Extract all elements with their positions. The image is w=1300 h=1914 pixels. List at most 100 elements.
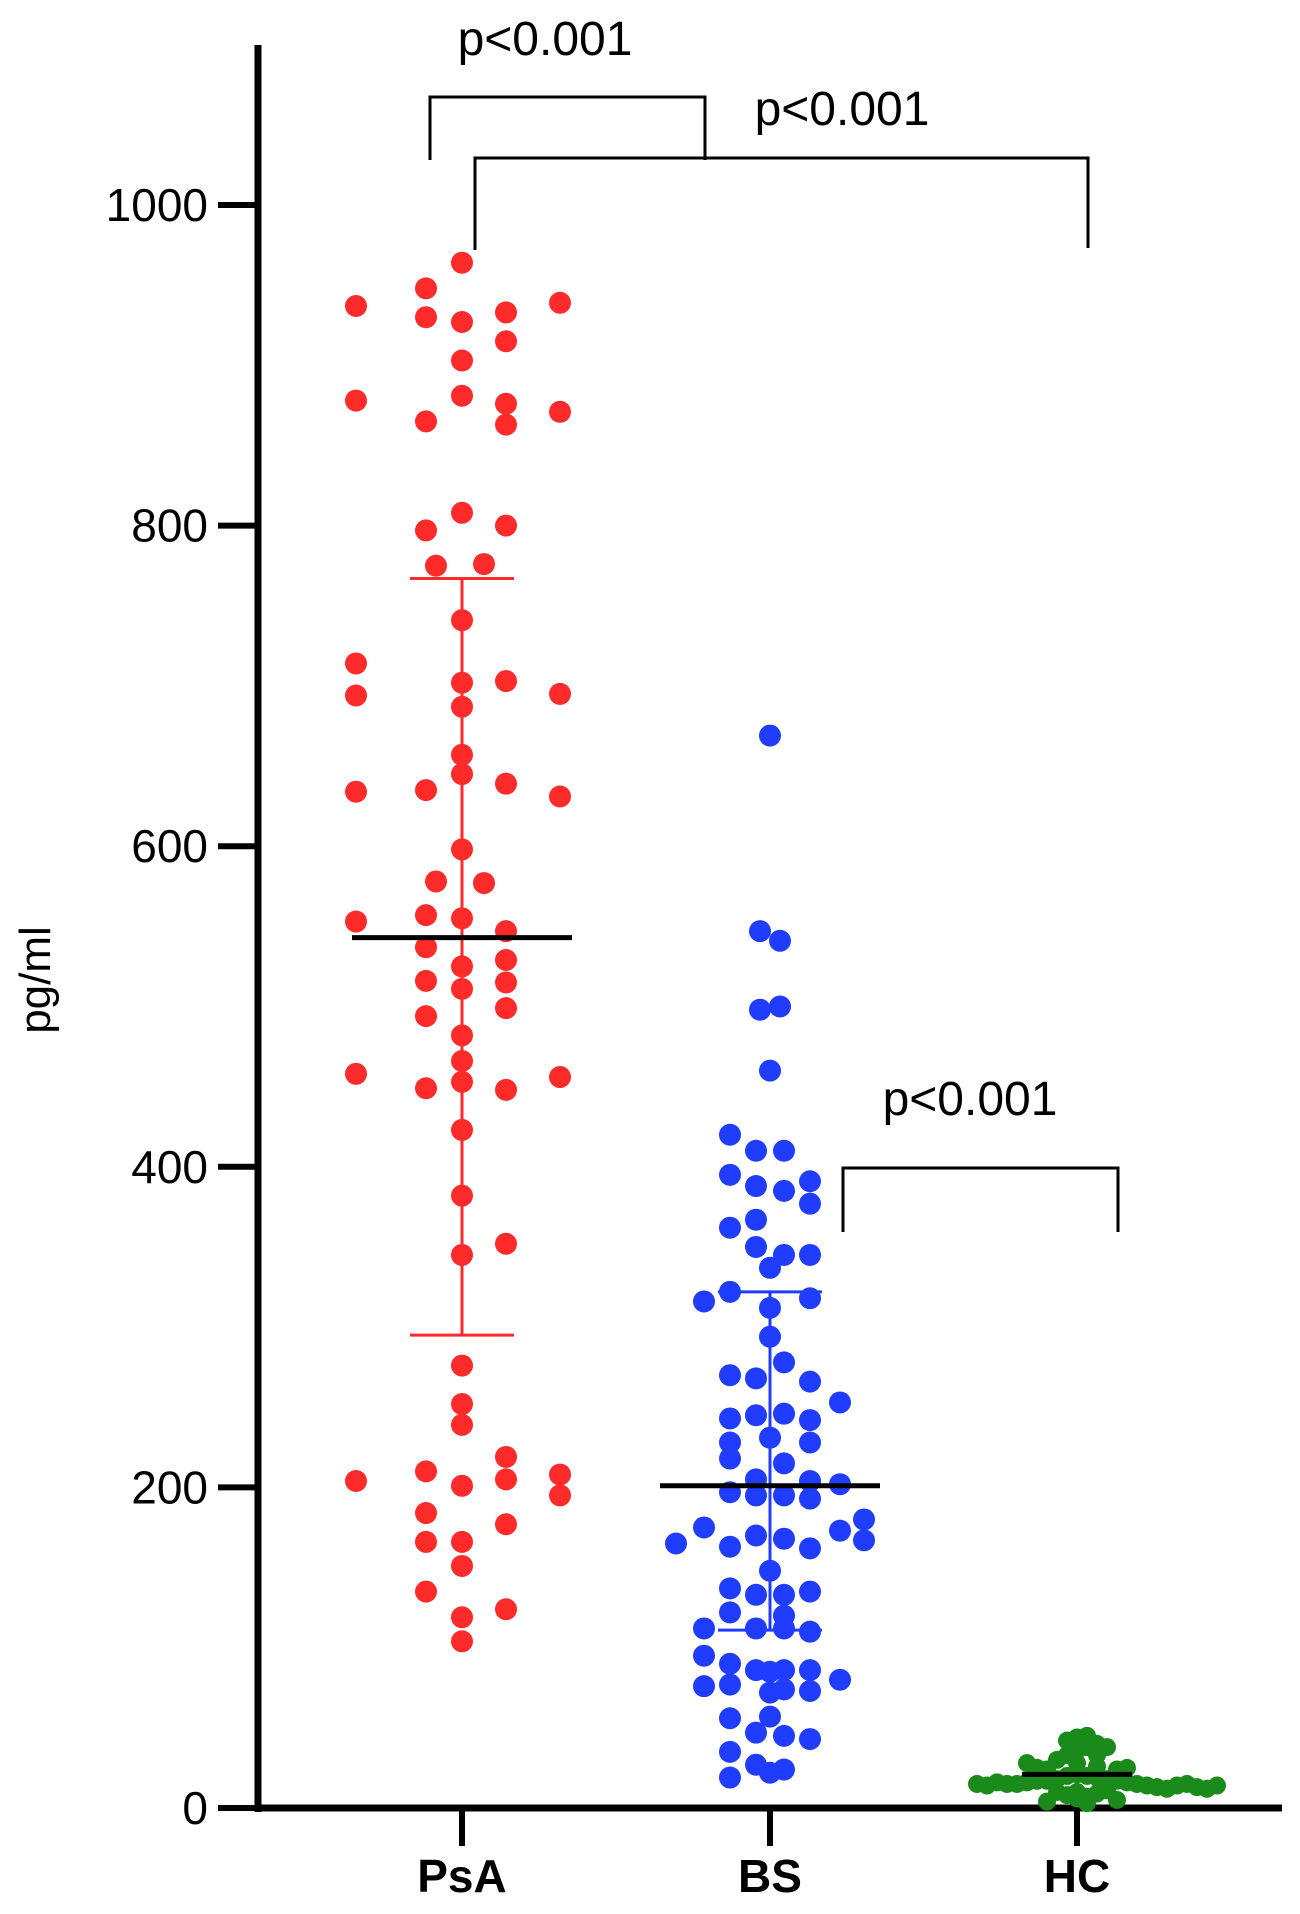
data-point [451, 1530, 473, 1553]
data-point [415, 779, 437, 802]
series-hc [968, 1726, 1226, 1813]
data-point [1208, 1776, 1226, 1795]
data-point [719, 1652, 741, 1675]
data-point [451, 311, 473, 334]
data-point [773, 1139, 795, 1162]
data-point [759, 1059, 781, 1082]
data-point [745, 1484, 767, 1507]
data-point [719, 1364, 741, 1387]
y-ticks: 0 200 400 600 800 1000 [106, 179, 258, 1834]
data-point [799, 1580, 821, 1603]
data-point [345, 389, 367, 412]
y-tick-label: 800 [131, 500, 208, 552]
data-point [473, 553, 495, 576]
data-point [1088, 1757, 1106, 1776]
series-bs [665, 724, 875, 1789]
data-point [749, 998, 771, 1021]
data-point [1078, 1726, 1096, 1745]
data-point [425, 554, 447, 577]
data-point [1068, 1754, 1086, 1773]
data-point [749, 920, 771, 943]
data-point [451, 1413, 473, 1436]
data-point [415, 519, 437, 542]
data-point [665, 1532, 687, 1555]
data-point [799, 1409, 821, 1432]
data-point [451, 251, 473, 274]
data-point [345, 780, 367, 803]
data-point [769, 929, 791, 952]
data-point [773, 1351, 795, 1374]
data-point [773, 1527, 795, 1550]
data-point [719, 1766, 741, 1789]
data-point [495, 997, 517, 1020]
data-point [1068, 1782, 1086, 1801]
data-point [745, 1721, 767, 1744]
data-point [799, 1370, 821, 1393]
data-point [495, 330, 517, 353]
data-point [773, 1724, 795, 1747]
x-tick-label-bs: BS [738, 1850, 802, 1902]
data-point [451, 349, 473, 372]
data-point [719, 1407, 741, 1430]
data-point [773, 1452, 795, 1475]
data-point [799, 1170, 821, 1193]
data-point [773, 1583, 795, 1606]
data-point [769, 995, 791, 1018]
data-series [345, 251, 1226, 1813]
data-point [719, 1673, 741, 1696]
data-point [853, 1508, 875, 1531]
data-point [415, 277, 437, 300]
data-point [693, 1290, 715, 1313]
data-point [773, 1402, 795, 1425]
data-point [345, 910, 367, 933]
data-point [451, 384, 473, 407]
data-point [799, 1620, 821, 1643]
data-point [1018, 1754, 1036, 1773]
y-tick-label: 600 [131, 820, 208, 872]
y-tick-label: 0 [182, 1782, 208, 1834]
data-point [495, 670, 517, 693]
p-value-label: p<0.001 [755, 83, 930, 136]
data-point [473, 872, 495, 895]
data-point [1108, 1790, 1126, 1809]
data-point [415, 306, 437, 329]
data-point [415, 1530, 437, 1553]
x-tick-label-psa: PsA [417, 1850, 506, 1902]
data-point [451, 1393, 473, 1416]
data-point [773, 1179, 795, 1202]
data-point [719, 1707, 741, 1730]
significance-bracket: p<0.001 [428, 13, 707, 160]
significance-bracket: p<0.001 [473, 83, 1090, 250]
data-point [759, 1761, 781, 1784]
data-point [549, 1463, 571, 1486]
data-point [988, 1773, 1006, 1792]
data-point [415, 936, 437, 959]
data-point [773, 1659, 795, 1682]
data-point [719, 1535, 741, 1558]
data-point [495, 1598, 517, 1621]
data-point [773, 1617, 795, 1640]
data-point [1058, 1731, 1076, 1750]
data-point [829, 1391, 851, 1414]
x-tick-label-hc: HC [1044, 1850, 1110, 1902]
data-point [745, 1659, 767, 1682]
data-point [745, 1367, 767, 1390]
data-point [549, 291, 571, 314]
data-point [759, 724, 781, 747]
data-point [451, 1606, 473, 1629]
data-point [415, 1077, 437, 1100]
data-point [415, 410, 437, 433]
data-point [345, 684, 367, 707]
p-value-label: p<0.001 [883, 1073, 1058, 1126]
data-point [415, 1502, 437, 1525]
data-point [719, 1601, 741, 1624]
data-point [495, 1078, 517, 1101]
data-point [693, 1644, 715, 1667]
data-point [425, 870, 447, 893]
data-point [745, 1404, 767, 1427]
data-point [719, 1123, 741, 1146]
data-point [495, 971, 517, 994]
data-point [829, 1519, 851, 1542]
data-point [829, 1668, 851, 1691]
data-point [495, 1468, 517, 1491]
